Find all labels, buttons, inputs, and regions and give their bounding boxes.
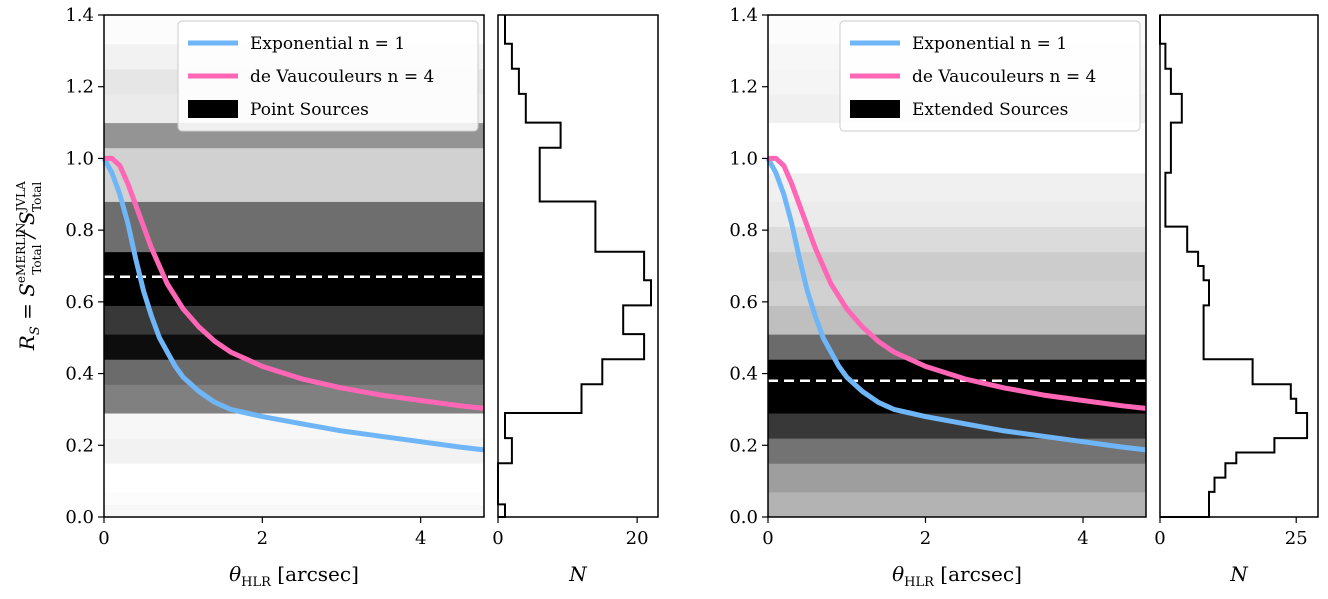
y-axis-label: RS = SeMERLIN Total / SJVLA Total: [14, 181, 44, 351]
density-band: [104, 504, 484, 518]
density-band: [768, 413, 1146, 439]
y-tick-label: 1.2: [65, 77, 94, 98]
x-tick-label: 2: [920, 528, 931, 549]
series-line-1: [104, 155, 485, 411]
y-tick-label: 0.2: [729, 435, 758, 456]
series-line-1: [768, 155, 1147, 411]
y-tick-label: 0.2: [65, 435, 94, 456]
x-tick-label: 25: [1285, 528, 1308, 549]
density-band: [104, 491, 484, 505]
density-band: [768, 491, 1146, 518]
density-band: [768, 280, 1146, 306]
legend-label: de Vaucouleurs n = 4: [250, 67, 434, 87]
x-tick-label: 0: [1154, 528, 1165, 549]
y-tick-label: 1.0: [65, 148, 94, 169]
density-band: [104, 147, 484, 202]
density-band: [768, 305, 1146, 335]
density-band: [104, 413, 484, 439]
density-band: [768, 463, 1146, 493]
legend-label: Extended Sources: [912, 100, 1068, 120]
x-axis-label: θHLR [arcsec]: [229, 562, 359, 590]
density-band: [768, 201, 1146, 228]
series-line-0: [101, 157, 485, 453]
histogram-panel-1: 0 25 N: [1154, 14, 1319, 586]
y-tick-label: 0.4: [65, 364, 94, 385]
axes-frame: [767, 14, 1147, 518]
y-tick-label: 0.8: [65, 220, 94, 241]
main-panel-1: 0.0 0.2 0.4 0.6 0.8 1.0 1.2 1.4 0 2 4 θHLR [arcsec]…: [729, 5, 1147, 590]
y-tick-label: 0.0: [729, 507, 758, 528]
legend-box: [839, 20, 1141, 132]
histogram-step: [497, 15, 652, 518]
legend-swatch: [850, 100, 900, 118]
x-axis-label: θHLR [arcsec]: [892, 562, 1022, 590]
y-tick-label: 0.6: [65, 292, 94, 313]
series-line-0: [765, 157, 1147, 453]
legend-swatch: [188, 100, 238, 118]
y-tick-label: 0.4: [729, 364, 758, 385]
legend-box: [177, 20, 479, 132]
y-tick-label: 1.0: [729, 148, 758, 169]
legend-label: Point Sources: [250, 100, 369, 120]
y-tick-label: 0.6: [729, 292, 758, 313]
x-tick-label: 20: [626, 528, 649, 549]
density-band: [104, 463, 484, 493]
x-tick-label: 0: [762, 528, 773, 549]
density-band: [768, 147, 1146, 174]
legend-label: Exponential n = 1: [250, 34, 405, 54]
x-tick-label: 4: [1077, 528, 1088, 549]
histogram-panel-0: 0 20 N: [492, 14, 659, 586]
y-tick-label: 1.2: [729, 77, 758, 98]
legend-label: de Vaucouleurs n = 4: [912, 67, 1096, 87]
density-band: [104, 226, 484, 253]
x-tick-label: 0: [492, 528, 503, 549]
x-tick-label: 2: [257, 528, 268, 549]
axes-frame: [103, 14, 485, 518]
axes-frame: [1159, 14, 1319, 518]
x-axis-label: N: [1229, 562, 1249, 586]
density-band: [768, 251, 1146, 281]
axes-frame: [497, 14, 659, 518]
y-tick-label: 0.0: [65, 507, 94, 528]
density-band: [768, 172, 1146, 202]
y-tick-label: 0.8: [729, 220, 758, 241]
y-tick-label: 1.4: [729, 5, 758, 26]
density-band: [768, 359, 1146, 385]
density-band: [104, 201, 484, 228]
x-axis-label: N: [568, 562, 588, 586]
legend-label: Exponential n = 1: [912, 34, 1067, 54]
x-tick-label: 4: [415, 528, 426, 549]
density-band: [104, 305, 484, 335]
main-panel-0: 0.0 0.2 0.4 0.6 0.8 1.0 1.2 1.4 0 2 4 θHLR [arcsec]…: [65, 5, 485, 590]
y-tick-label: 1.4: [65, 5, 94, 26]
density-band: [104, 280, 484, 306]
x-tick-label: 0: [98, 528, 109, 549]
density-band: [768, 226, 1146, 253]
histogram-step: [1159, 15, 1309, 518]
density-band: [104, 359, 484, 385]
density-band: [104, 251, 484, 281]
